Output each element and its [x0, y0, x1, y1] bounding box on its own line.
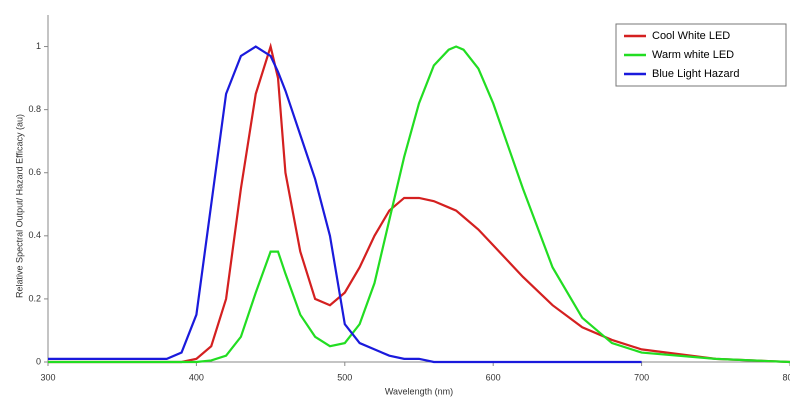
x-tick-label: 400	[189, 372, 204, 382]
x-axis-label: Wavelength (nm)	[385, 386, 453, 396]
legend-label: Cool White LED	[652, 30, 730, 42]
legend-label: Blue Light Hazard	[652, 68, 739, 80]
line-series	[48, 45, 790, 364]
x-tick-label: 800	[782, 372, 790, 382]
y-tick-label: 0	[36, 356, 41, 366]
line-series	[48, 45, 642, 364]
x-tick-label: 600	[486, 372, 501, 382]
legend-label: Warm white LED	[652, 49, 734, 61]
y-tick-label: 1	[36, 41, 41, 51]
y-axis-label: Relative Spectral Output/ Hazard Efficac…	[14, 114, 24, 298]
legend: Cool White LED Warm white LED Blue Light H…	[615, 23, 787, 87]
y-tick-label: 0.2	[28, 293, 41, 303]
y-tick-label: 0.4	[28, 230, 41, 240]
line-series	[48, 42, 790, 364]
x-tick-label: 700	[634, 372, 649, 382]
y-tick-label: 0.8	[28, 104, 41, 114]
x-tick-label: 500	[337, 372, 352, 382]
y-tick-label: 0.6	[28, 167, 41, 177]
x-tick-label: 300	[40, 372, 55, 382]
